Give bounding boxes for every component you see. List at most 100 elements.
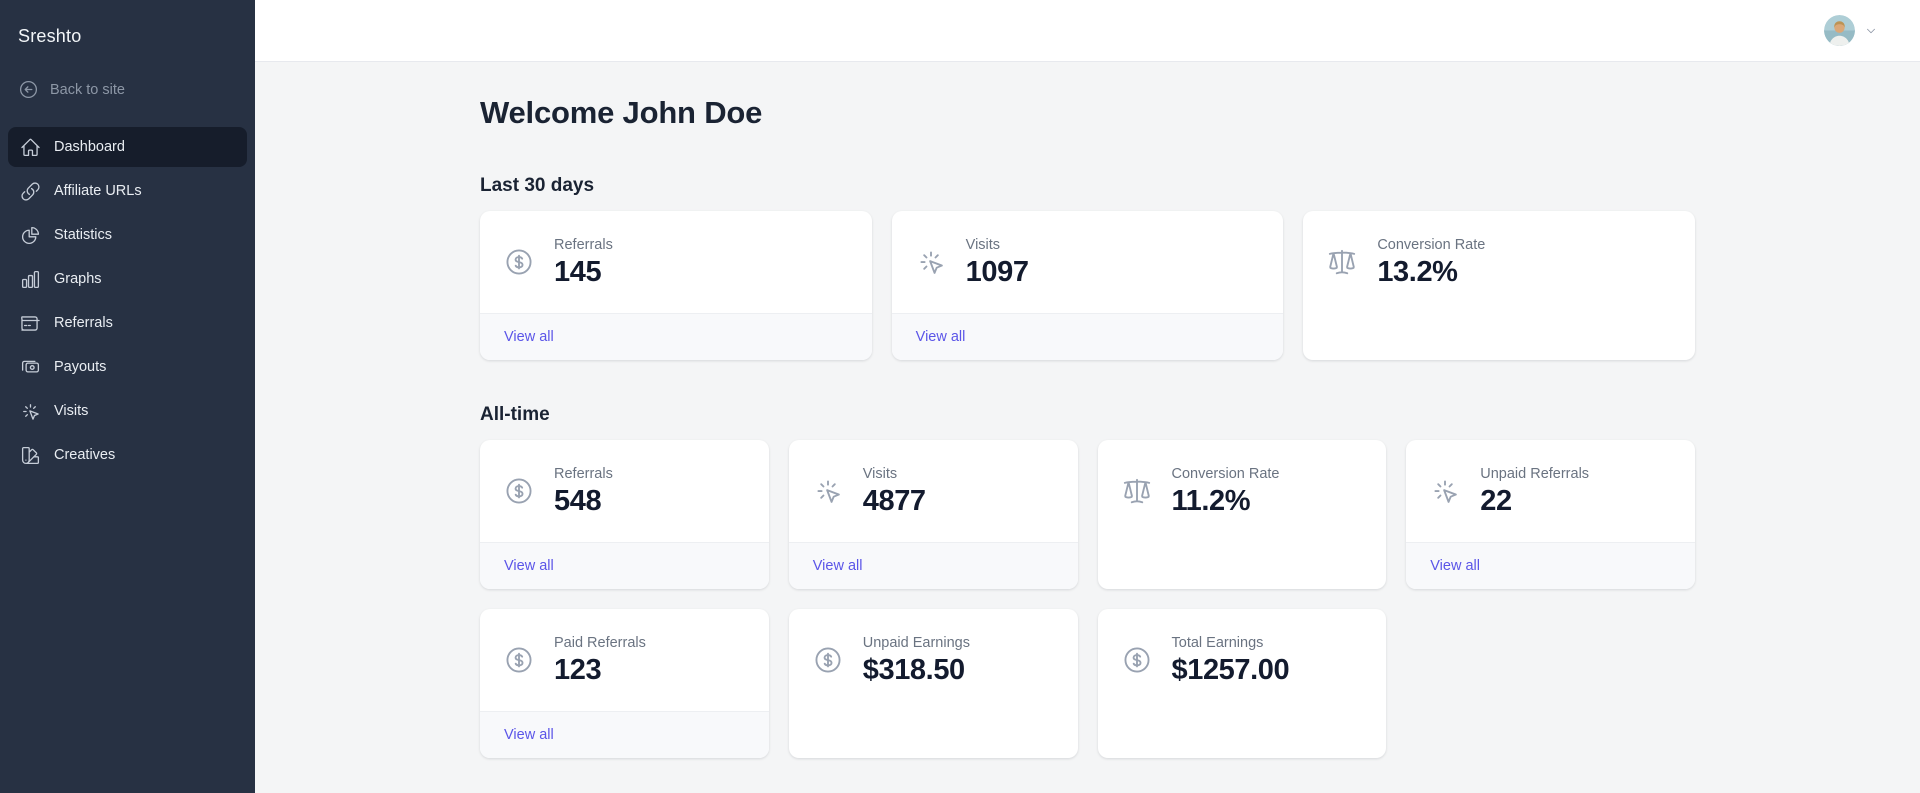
chevron-down-icon — [1864, 24, 1878, 38]
stat-text: Referrals 548 — [554, 466, 613, 517]
stat-card-footer: View all — [891, 312, 1284, 360]
stat-card-footer: View all — [1406, 541, 1695, 589]
stat-card-body: Conversion Rate 13.2% — [1303, 211, 1695, 312]
view-all-link[interactable]: View all — [504, 328, 554, 345]
sidebar-item-creatives[interactable]: Creatives — [8, 435, 247, 475]
stat-card-total-earnings: Total Earnings $1257.00 — [1097, 608, 1387, 758]
stat-value: 145 — [554, 256, 602, 289]
back-to-site-link[interactable]: Back to site — [18, 79, 237, 100]
section-last-30-days: Last 30 days Referrals 145 View all Visi… — [480, 175, 1695, 360]
view-all-link[interactable]: View all — [1430, 557, 1480, 574]
stat-card-referrals: Referrals 548 View all — [480, 439, 769, 589]
sidebar-item-dashboard[interactable]: Dashboard — [8, 127, 247, 167]
sidebar-item-statistics[interactable]: Statistics — [8, 215, 247, 255]
stat-card-body: Unpaid Referrals 22 — [1406, 440, 1695, 541]
sidebar-item-visits[interactable]: Visits — [8, 391, 247, 431]
stat-value: 548 — [554, 485, 602, 518]
section-title: All-time — [480, 403, 550, 425]
credit-card-icon — [20, 313, 41, 334]
stat-text: Conversion Rate 11.2% — [1172, 466, 1280, 517]
stat-text: Unpaid Referrals 22 — [1480, 466, 1589, 517]
stat-label: Total Earnings — [1171, 634, 1264, 651]
stat-card-body: Unpaid Earnings $318.50 — [789, 609, 1078, 710]
stat-value: 4877 — [862, 485, 926, 518]
brand-logo: Sreshto — [18, 26, 82, 46]
stat-card-footer: View all — [788, 541, 1078, 589]
stat-label: Conversion Rate — [1377, 236, 1486, 253]
stat-value: 22 — [1480, 485, 1512, 518]
stat-label: Paid Referrals — [554, 634, 646, 651]
user-menu[interactable] — [1824, 15, 1878, 46]
stat-text: Unpaid Earnings $318.50 — [863, 635, 970, 686]
stat-card-footer: View all — [480, 312, 872, 360]
circle-dollar-icon — [504, 247, 534, 277]
sidebar: Sreshto Back to site Dashboard Affiliate … — [0, 0, 255, 793]
user-avatar — [1824, 15, 1855, 46]
stat-value: 11.2% — [1171, 485, 1251, 518]
stat-label: Unpaid Earnings — [862, 634, 970, 651]
stat-text: Total Earnings $1257.00 — [1172, 635, 1290, 686]
stat-card-referrals: Referrals 145 View all — [480, 210, 872, 360]
stat-card-footer: View all — [480, 710, 769, 758]
view-all-link[interactable]: View all — [915, 328, 966, 345]
sidebar-item-label: Graphs — [54, 271, 102, 287]
circle-dollar-icon — [1122, 645, 1152, 675]
back-to-site-label: Back to site — [50, 81, 125, 98]
page-title: Welcome John Doe — [480, 95, 763, 130]
pie-chart-icon — [20, 225, 41, 246]
stat-label: Visits — [862, 465, 898, 482]
sections: Last 30 days Referrals 145 View all Visi… — [480, 175, 1695, 758]
stat-text: Visits 1097 — [966, 237, 1029, 288]
main-column: Welcome John Doe Last 30 days Referrals … — [255, 0, 1920, 793]
sidebar-item-affiliate-urls[interactable]: Affiliate URLs — [8, 171, 247, 211]
page-scroll-area: Welcome John Doe Last 30 days Referrals … — [255, 62, 1920, 793]
page-content: Welcome John Doe Last 30 days Referrals … — [480, 62, 1695, 758]
sidebar-item-graphs[interactable]: Graphs — [8, 259, 247, 299]
cursor-click-icon — [1430, 476, 1460, 506]
stat-label: Unpaid Referrals — [1480, 465, 1590, 482]
bar-chart-icon — [20, 269, 41, 290]
stat-card-grid: Referrals 548 View all Visits 4877 View … — [480, 439, 1695, 758]
stat-card-body: Referrals 145 — [480, 211, 872, 312]
stat-card-grid: Referrals 145 View all Visits 1097 View … — [480, 210, 1695, 360]
stat-value: 123 — [554, 654, 602, 687]
stat-card-unpaid-earnings: Unpaid Earnings $318.50 — [788, 608, 1078, 758]
stat-text: Conversion Rate 13.2% — [1377, 237, 1485, 288]
sidebar-item-payouts[interactable]: Payouts — [8, 347, 247, 387]
circle-dollar-icon — [504, 645, 534, 675]
stat-card-body: Total Earnings $1257.00 — [1098, 609, 1387, 710]
circle-dollar-icon — [813, 645, 843, 675]
sidebar-item-label: Statistics — [54, 227, 113, 243]
stat-card-body: Visits 4877 — [789, 440, 1078, 541]
stat-text: Referrals 145 — [554, 237, 613, 288]
stat-value: 13.2% — [1377, 256, 1458, 289]
stat-card-body: Conversion Rate 11.2% — [1098, 440, 1387, 541]
stat-card-paid-referrals: Paid Referrals 123 View all — [480, 608, 769, 758]
sidebar-item-label: Visits — [54, 403, 89, 419]
stat-label: Referrals — [554, 465, 613, 482]
stat-card-footer: View all — [480, 541, 769, 589]
stat-value: $318.50 — [862, 654, 965, 687]
cursor-click-icon — [916, 247, 946, 277]
stat-card-unpaid-referrals: Unpaid Referrals 22 View all — [1406, 439, 1695, 589]
scale-icon — [1327, 247, 1357, 277]
view-all-link[interactable]: View all — [504, 726, 554, 743]
view-all-link[interactable]: View all — [504, 557, 554, 574]
circle-dollar-icon — [504, 476, 534, 506]
stat-label: Referrals — [554, 236, 613, 253]
stat-label: Visits — [965, 236, 1001, 253]
sidebar-item-referrals[interactable]: Referrals — [8, 303, 247, 343]
section-title: Last 30 days — [480, 174, 595, 196]
top-header — [255, 0, 1920, 62]
sidebar-item-label: Affiliate URLs — [54, 183, 142, 199]
stat-card-conversion-rate: Conversion Rate 13.2% — [1303, 210, 1695, 360]
sidebar-item-label: Dashboard — [54, 139, 125, 155]
stat-card-body: Paid Referrals 123 — [480, 609, 769, 710]
stat-text: Visits 4877 — [863, 466, 926, 517]
stat-card-body: Referrals 548 — [480, 440, 769, 541]
stat-card-visits: Visits 1097 View all — [891, 210, 1284, 360]
home-icon — [20, 137, 41, 158]
stat-card-visits: Visits 4877 View all — [788, 439, 1078, 589]
view-all-link[interactable]: View all — [812, 557, 863, 574]
